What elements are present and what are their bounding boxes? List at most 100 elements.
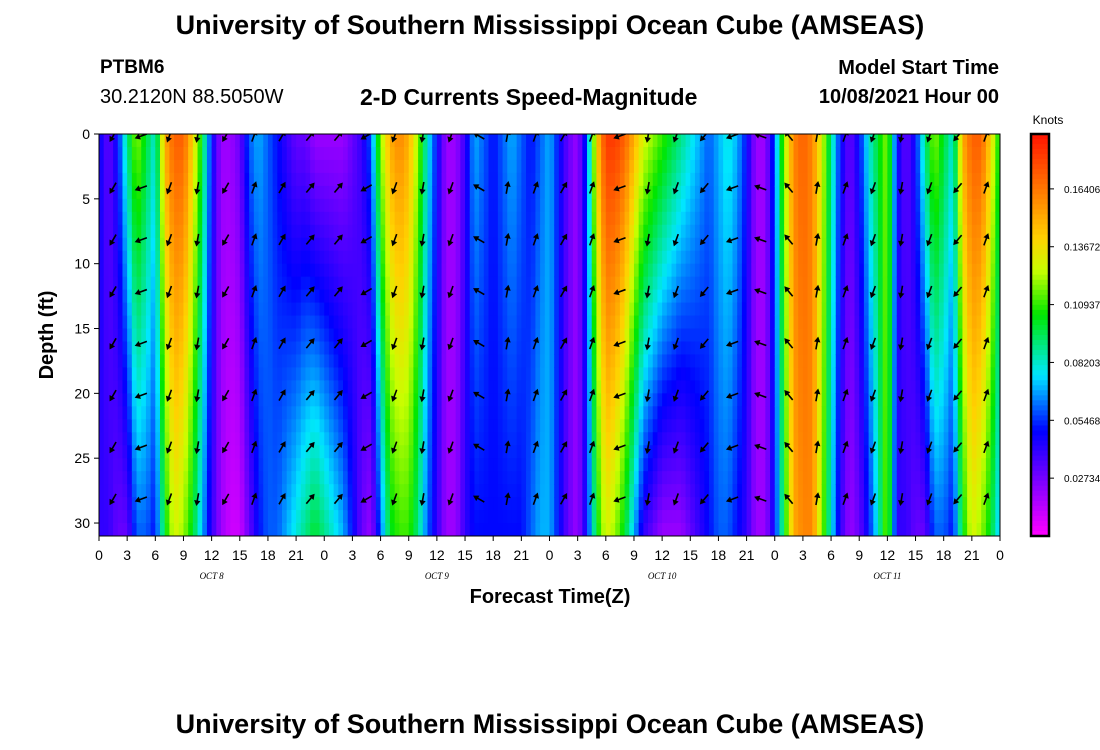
heatmap-cell <box>225 510 231 524</box>
heatmap-cell <box>352 328 358 343</box>
heatmap-cell <box>741 237 748 252</box>
heatmap-cell <box>849 134 856 148</box>
heatmap-cell <box>662 250 668 265</box>
heatmap-cell <box>155 354 161 369</box>
heatmap-cell <box>779 315 785 330</box>
heatmap-cell <box>657 445 663 459</box>
heatmap-cell <box>826 159 832 174</box>
heatmap-cell <box>131 276 138 291</box>
heatmap-cell <box>709 134 715 148</box>
heatmap-cell <box>460 263 466 278</box>
heatmap-cell <box>225 237 231 252</box>
heatmap-cell <box>755 497 762 511</box>
heatmap-cell <box>723 172 729 187</box>
heatmap-cell <box>244 523 250 536</box>
heatmap-cell <box>784 172 790 187</box>
heatmap-cell <box>375 406 382 420</box>
heatmap-cell <box>197 328 203 343</box>
heatmap-cell <box>352 185 358 200</box>
heatmap-cell <box>497 237 504 252</box>
heatmap-cell <box>389 484 396 498</box>
heatmap-cell <box>469 146 476 161</box>
heatmap-cell <box>258 471 264 485</box>
heatmap-cell <box>174 484 180 498</box>
heatmap-cell <box>638 484 644 498</box>
heatmap-cell <box>840 367 846 381</box>
heatmap-cell <box>328 367 335 381</box>
heatmap-cell <box>375 185 382 200</box>
heatmap-cell <box>479 406 485 420</box>
heatmap-cell <box>638 458 644 472</box>
heatmap-cell <box>141 523 147 536</box>
heatmap-cell <box>521 354 527 369</box>
heatmap-cell <box>526 510 532 524</box>
heatmap-cell <box>145 224 152 239</box>
heatmap-cell <box>554 198 560 213</box>
heatmap-cell <box>131 523 138 536</box>
heatmap-cell <box>558 263 565 278</box>
heatmap-cell <box>694 211 701 226</box>
heatmap-cell <box>282 471 288 485</box>
heatmap-cell <box>685 263 691 278</box>
heatmap-cell <box>319 380 325 394</box>
heatmap-cell <box>596 185 602 200</box>
heatmap-cell <box>549 237 555 252</box>
heatmap-cell <box>324 250 330 265</box>
heatmap-cell <box>422 250 429 265</box>
heatmap-cell <box>310 484 316 498</box>
heatmap-cell <box>192 445 199 459</box>
heatmap-cell <box>643 302 649 317</box>
heatmap-cell <box>563 367 569 381</box>
heatmap-cell <box>432 159 438 174</box>
heatmap-cell <box>267 484 274 498</box>
heatmap-cell <box>497 172 504 187</box>
heatmap-cell <box>563 354 569 369</box>
heatmap-cell <box>235 211 241 226</box>
heatmap-cell <box>310 276 316 291</box>
heatmap-cell <box>544 224 551 239</box>
heatmap-cell <box>145 328 152 343</box>
heatmap-cell <box>718 432 724 446</box>
heatmap-cell <box>737 263 743 278</box>
heatmap-cell <box>774 484 781 498</box>
heatmap-cell <box>305 458 311 472</box>
heatmap-cell <box>282 289 288 304</box>
heatmap-cell <box>699 185 705 200</box>
heatmap-cell <box>399 497 405 511</box>
heatmap-cell <box>103 497 109 511</box>
heatmap-cell <box>441 198 447 213</box>
heatmap-cell <box>155 341 161 356</box>
heatmap-cell <box>371 367 377 381</box>
heatmap-cell <box>544 406 551 420</box>
heatmap-cell <box>784 224 790 239</box>
heatmap-cell <box>502 198 508 213</box>
heatmap-cell <box>192 406 199 420</box>
heatmap-cell <box>582 510 588 524</box>
heatmap-cell <box>652 458 659 472</box>
heatmap-cell <box>272 289 278 304</box>
heatmap-cell <box>497 198 504 213</box>
heatmap-cell <box>587 172 593 187</box>
heatmap-cell <box>225 471 231 485</box>
heatmap-cell <box>483 380 490 394</box>
heatmap-cell <box>253 302 260 317</box>
heatmap-cell <box>638 289 644 304</box>
heatmap-cell <box>582 315 588 330</box>
heatmap-cell <box>150 471 156 485</box>
heatmap-cell <box>784 185 790 200</box>
heatmap-cell <box>521 510 527 524</box>
heatmap-cell <box>629 224 635 239</box>
heatmap-cell <box>582 354 588 369</box>
heatmap-cell <box>436 134 443 148</box>
heatmap-cell <box>446 146 452 161</box>
heatmap-cell <box>174 315 180 330</box>
heatmap-cell <box>718 315 724 330</box>
heatmap-cell <box>676 328 682 343</box>
heatmap-cell <box>465 159 471 174</box>
heatmap-cell <box>826 134 832 148</box>
heatmap-cell <box>812 484 818 498</box>
heatmap-cell <box>521 237 527 252</box>
heatmap-cell <box>399 315 405 330</box>
heatmap-cell <box>239 289 246 304</box>
heatmap-cell <box>849 302 856 317</box>
